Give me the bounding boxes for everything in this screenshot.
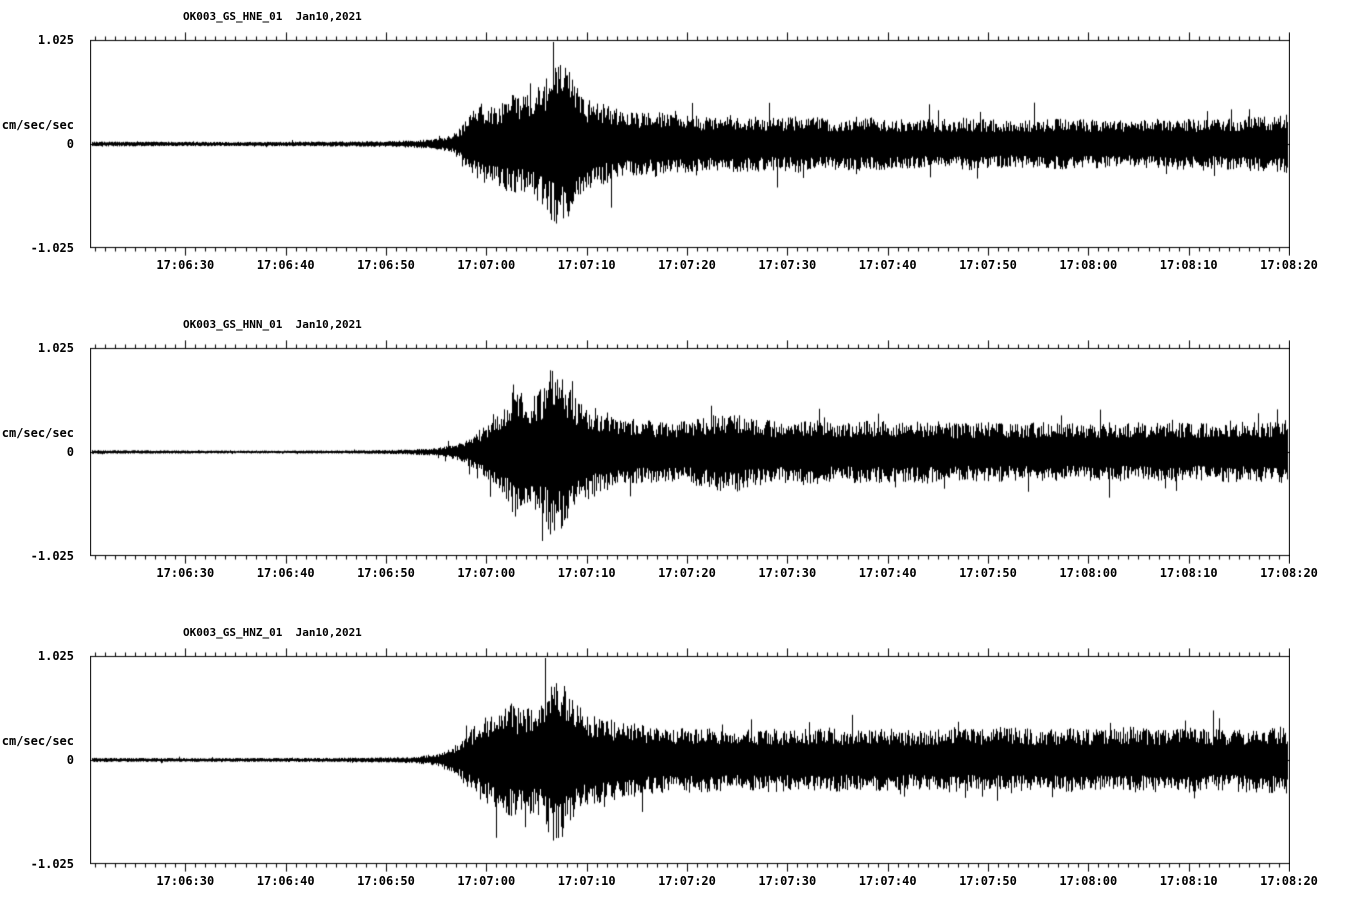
- chart-title: OK003_GS_HNE_01 Jan10,2021: [183, 10, 362, 23]
- waveform-canvas: [90, 340, 1290, 564]
- x-tick-label: 17:06:40: [256, 874, 315, 888]
- x-tick-label: 17:06:30: [156, 258, 215, 272]
- x-tick-label: 17:07:30: [758, 566, 817, 580]
- y-axis-tick-label-max: 1.025: [37, 341, 74, 355]
- x-tick-label: 17:07:50: [959, 874, 1017, 888]
- x-tick-label: 17:07:40: [858, 258, 917, 272]
- y-axis-tick-label-zero: 0: [66, 137, 74, 151]
- y-axis-tick-label-max: 1.025: [37, 649, 74, 663]
- x-tick-label: 17:08:00: [1059, 874, 1118, 888]
- y-axis-unit-label: cm/sec/sec: [1, 118, 74, 132]
- x-tick-label: 17:07:10: [557, 874, 616, 888]
- x-tick-label: 17:07:50: [959, 258, 1017, 272]
- waveform-canvas: [90, 32, 1290, 256]
- x-tick-label: 17:08:00: [1059, 258, 1118, 272]
- x-tick-label: 17:07:00: [457, 566, 516, 580]
- chart-title: OK003_GS_HNZ_01 Jan10,2021: [183, 626, 362, 639]
- x-tick-label: 17:08:10: [1159, 874, 1218, 888]
- x-tick-label: 17:07:40: [858, 874, 917, 888]
- y-axis-tick-label-zero: 0: [66, 753, 74, 767]
- seismogram-panel-hne: OK003_GS_HNE_01 Jan10,2021 1.025 cm/sec/…: [0, 0, 1358, 308]
- x-tick-label: 17:06:30: [156, 874, 215, 888]
- x-tick-label: 17:08:10: [1159, 258, 1218, 272]
- x-tick-label: 17:06:40: [256, 566, 315, 580]
- x-tick-label: 17:07:30: [758, 874, 817, 888]
- x-tick-label: 17:08:00: [1059, 566, 1118, 580]
- y-axis-unit-label: cm/sec/sec: [1, 734, 74, 748]
- y-axis-tick-label-min: -1.025: [30, 549, 74, 563]
- x-tick-label: 17:06:50: [357, 874, 415, 888]
- x-tick-label: 17:07:20: [658, 874, 716, 888]
- x-tick-label: 17:08:10: [1159, 566, 1218, 580]
- x-tick-label: 17:06:50: [357, 566, 415, 580]
- x-tick-label: 17:07:10: [557, 566, 616, 580]
- x-tick-label: 17:07:20: [658, 258, 716, 272]
- y-axis-unit-label: cm/sec/sec: [1, 426, 74, 440]
- x-tick-label: 17:07:30: [758, 258, 817, 272]
- y-axis-tick-label-max: 1.025: [37, 33, 74, 47]
- x-tick-label: 17:06:40: [256, 258, 315, 272]
- x-tick-label: 17:08:20: [1260, 258, 1318, 272]
- x-tick-label: 17:08:20: [1260, 874, 1318, 888]
- x-tick-label: 17:06:50: [357, 258, 415, 272]
- x-tick-label: 17:07:50: [959, 566, 1017, 580]
- x-tick-label: 17:06:30: [156, 566, 215, 580]
- waveform-canvas: [90, 648, 1290, 872]
- seismogram-panel-hnn: OK003_GS_HNN_01 Jan10,2021 1.025 cm/sec/…: [0, 308, 1358, 616]
- y-axis-tick-label-zero: 0: [66, 445, 74, 459]
- x-tick-label: 17:08:20: [1260, 566, 1318, 580]
- seismogram-panel-hnz: OK003_GS_HNZ_01 Jan10,2021 1.025 cm/sec/…: [0, 616, 1358, 924]
- x-tick-label: 17:07:00: [457, 258, 516, 272]
- y-axis-tick-label-min: -1.025: [30, 241, 74, 255]
- x-tick-label: 17:07:10: [557, 258, 616, 272]
- y-axis-tick-label-min: -1.025: [30, 857, 74, 871]
- x-tick-label: 17:07:00: [457, 874, 516, 888]
- chart-title: OK003_GS_HNN_01 Jan10,2021: [183, 318, 362, 331]
- x-tick-label: 17:07:20: [658, 566, 716, 580]
- x-tick-label: 17:07:40: [858, 566, 917, 580]
